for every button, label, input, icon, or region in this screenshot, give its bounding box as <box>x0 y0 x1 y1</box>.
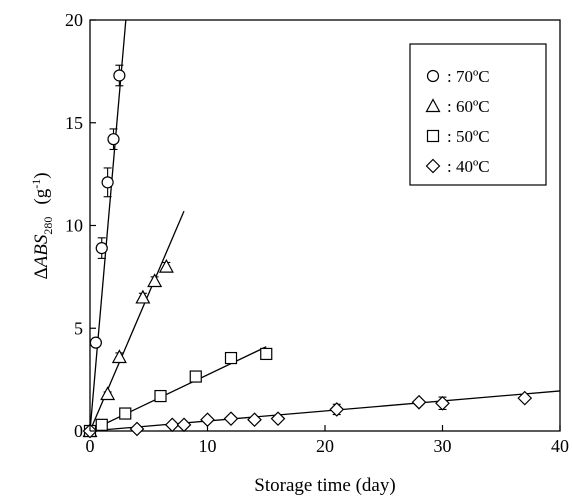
data-point <box>247 412 262 428</box>
data-point <box>135 289 151 304</box>
data-point <box>435 395 450 411</box>
legend-label: : 60ºC <box>447 97 490 116</box>
legend-label: : 50ºC <box>447 127 490 146</box>
fit-line <box>89 19 127 432</box>
data-point <box>260 347 273 361</box>
data-point <box>119 407 132 420</box>
data-point <box>200 412 215 428</box>
data-point <box>95 418 108 431</box>
data-point <box>113 69 126 82</box>
legend-marker <box>425 158 441 174</box>
legend-marker <box>426 69 440 83</box>
data-point <box>189 370 202 383</box>
x-tick-label: 0 <box>86 436 95 456</box>
markers <box>82 69 533 439</box>
x-tick-label: 40 <box>551 436 569 456</box>
data-point <box>411 394 427 410</box>
y-axis-title-variable: ABS <box>31 234 52 269</box>
data-point <box>95 242 108 255</box>
x-axis-title: Storage time (day) <box>254 475 395 496</box>
data-point <box>107 133 120 146</box>
y-axis-title-units-close: ) <box>31 172 52 178</box>
y-tick-label: 10 <box>65 216 83 236</box>
y-axis-title-units-open: (g <box>31 188 52 204</box>
legend-label: : 40ºC <box>447 157 490 176</box>
data-point <box>176 417 192 433</box>
data-point <box>154 389 167 403</box>
data-point <box>270 411 286 427</box>
data-point <box>329 402 345 417</box>
y-axis-title-subscript: 280 <box>41 217 55 235</box>
data-point <box>89 336 102 349</box>
y-tick-label: 0 <box>74 421 83 441</box>
y-tick-label: 20 <box>65 10 83 30</box>
y-tick-label: 5 <box>74 318 83 338</box>
data-point <box>158 258 174 273</box>
legend-marker <box>426 129 440 143</box>
x-tick-label: 10 <box>199 436 217 456</box>
x-tick-label: 20 <box>316 436 334 456</box>
y-axis-title: ΔABS280 (g-1) <box>29 172 55 279</box>
data-point <box>223 411 239 427</box>
axis-ticks: 0 10 20 30 40 0 5 10 15 20 <box>65 10 569 456</box>
data-point <box>147 273 163 288</box>
data-point <box>100 386 116 401</box>
x-tick-label: 30 <box>434 436 452 456</box>
data-point <box>164 417 180 433</box>
legend: : 70ºC : 60ºC : 50ºC : 40ºC <box>425 67 490 176</box>
legend-marker <box>425 98 441 113</box>
data-point <box>101 176 114 189</box>
data-point <box>224 351 238 365</box>
data-point <box>111 349 127 364</box>
y-tick-label: 15 <box>65 113 83 133</box>
data-point <box>517 390 533 406</box>
y-axis-title-prefix: Δ <box>31 267 52 279</box>
data-point <box>129 421 145 437</box>
y-axis-title-units-exponent: -1 <box>29 179 43 189</box>
legend-label: : 70ºC <box>447 67 490 86</box>
